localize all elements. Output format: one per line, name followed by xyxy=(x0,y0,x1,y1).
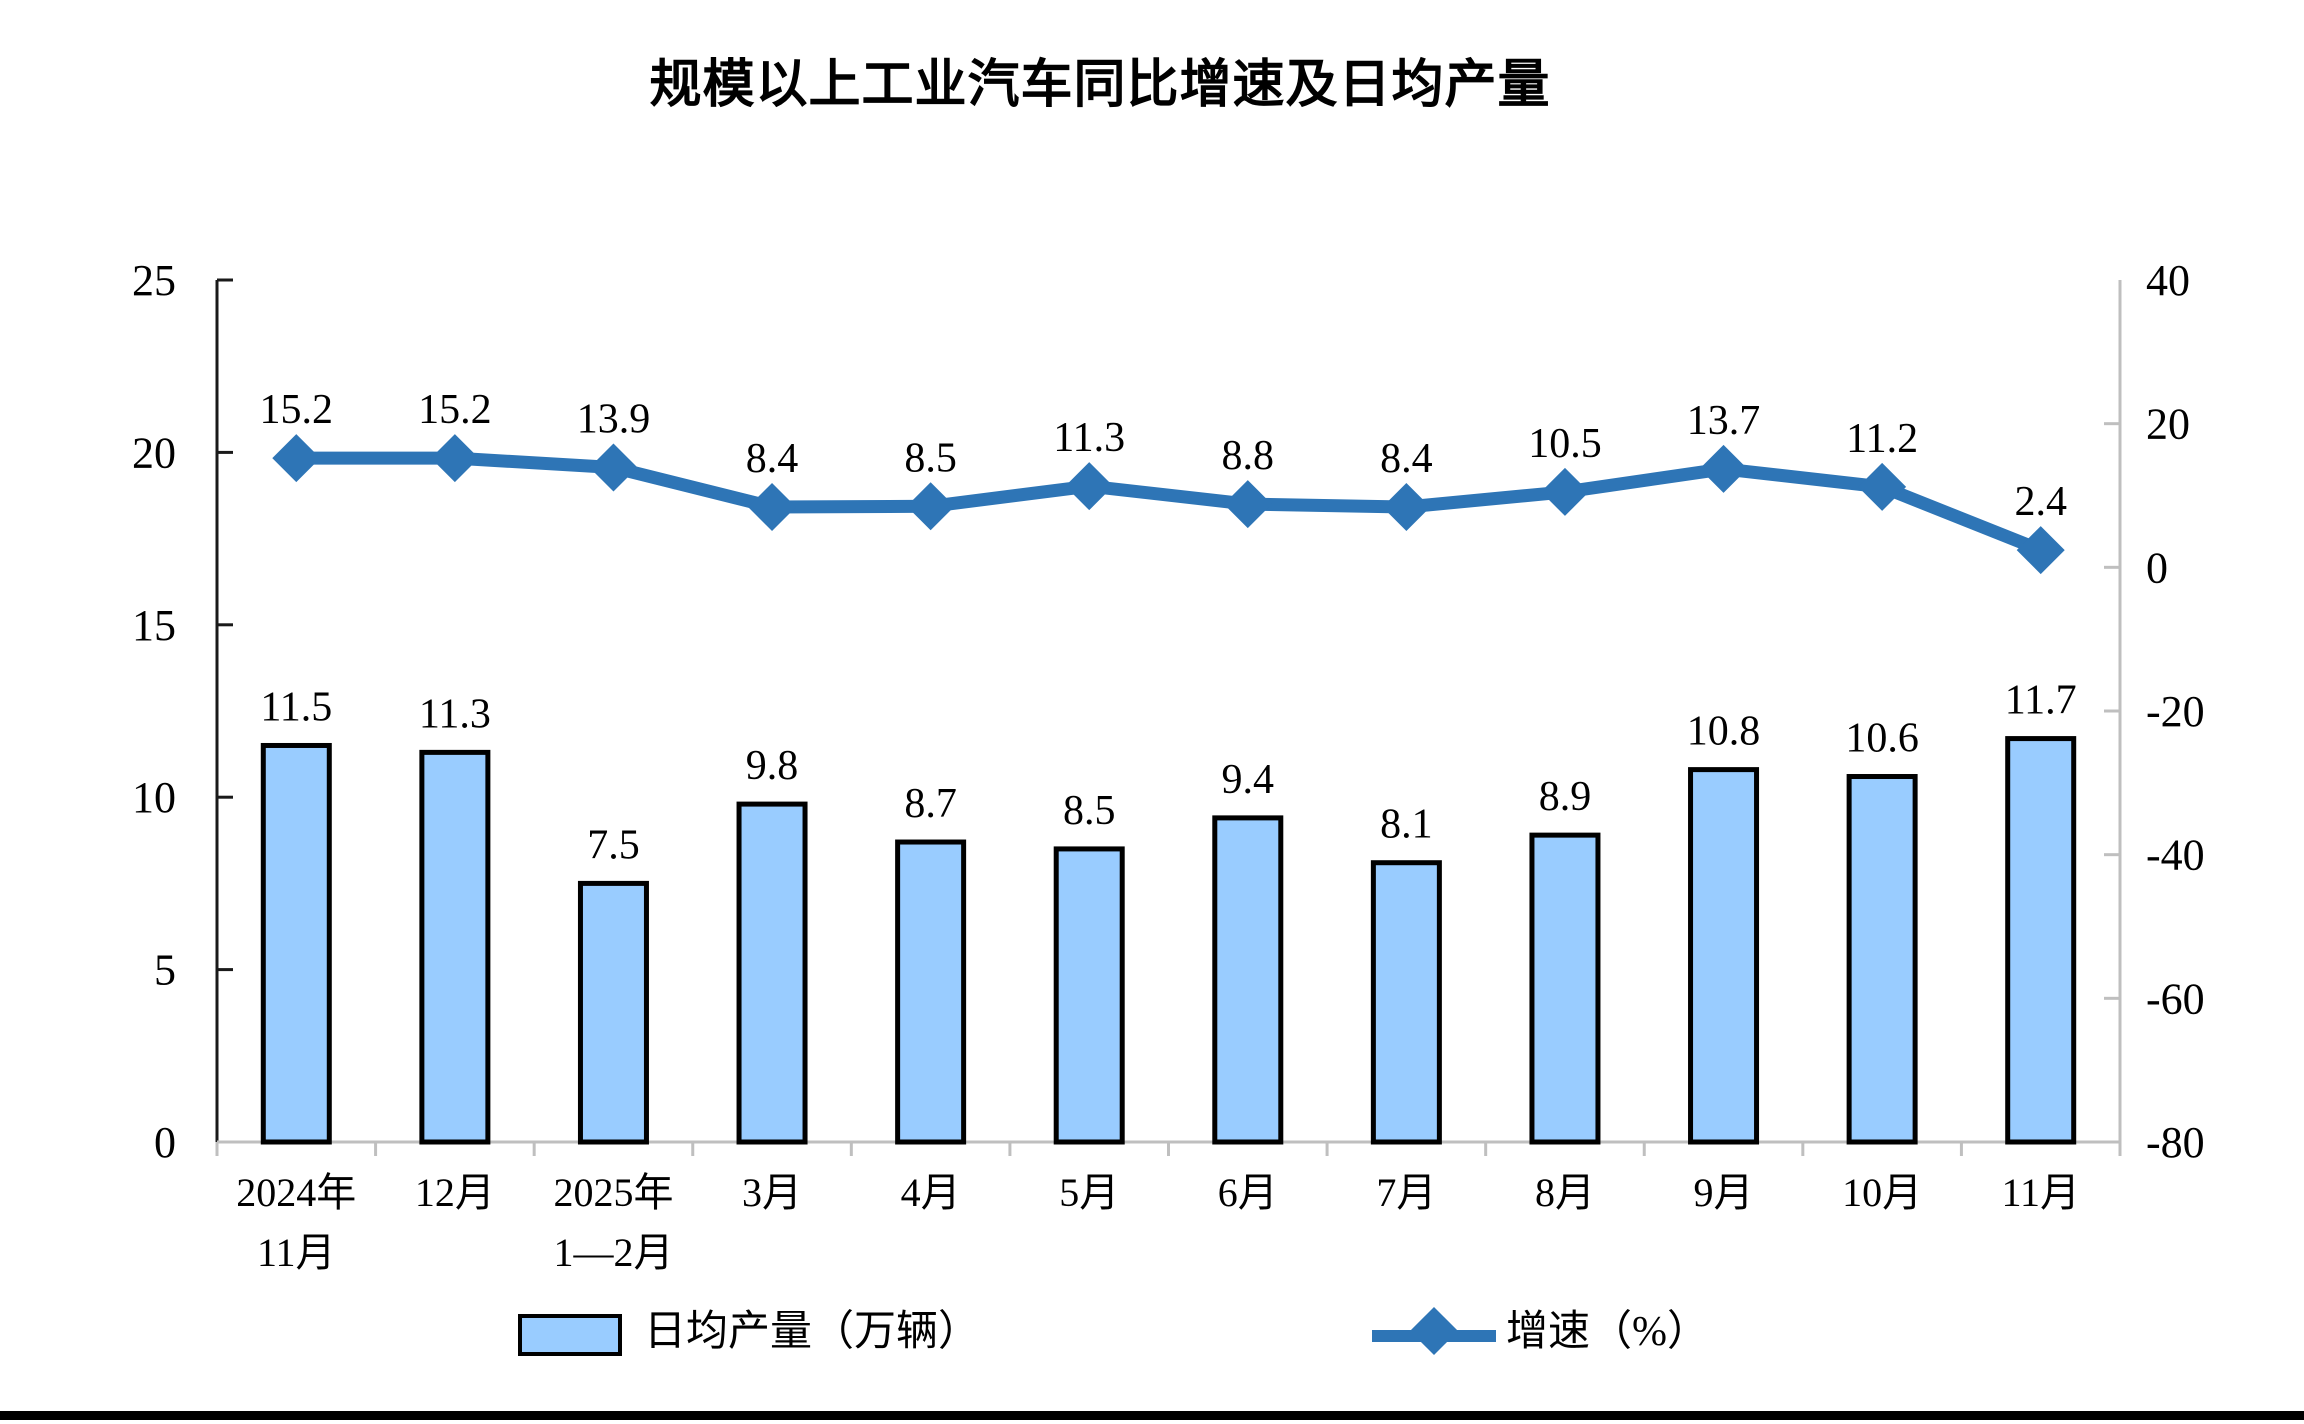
bar-value-label: 9.8 xyxy=(746,743,799,789)
growth-marker-diamond-icon xyxy=(1858,462,1907,511)
growth-marker-diamond-icon xyxy=(1699,444,1748,493)
bar-legend-label: 日均产量（万辆） xyxy=(644,1309,981,1355)
bar xyxy=(419,749,491,1145)
bar-value-label: 7.5 xyxy=(587,822,640,868)
bar xyxy=(1053,846,1125,1145)
growth-marker-diamond-icon xyxy=(430,434,479,483)
y-axis-left-tick-label: 20 xyxy=(132,428,176,477)
y-axis-left-tick-label: 15 xyxy=(132,601,176,650)
growth-marker-diamond-icon xyxy=(2016,526,2065,575)
growth-marker-diamond-icon xyxy=(589,443,638,492)
bar-value-label: 11.5 xyxy=(260,684,332,730)
y-axis-left-tick-label: 5 xyxy=(154,946,176,995)
x-axis-category-label: 2025年 xyxy=(553,1170,673,1215)
bar-value-label: 10.8 xyxy=(1687,709,1761,755)
x-axis-category-label: 12月 xyxy=(415,1170,495,1215)
x-axis-category-label: 11月 xyxy=(2001,1170,2080,1215)
y-axis-right-tick-label: 0 xyxy=(2146,543,2168,592)
x-axis-category-label: 1—2月 xyxy=(553,1230,673,1275)
bar xyxy=(1370,860,1442,1145)
growth-value-label: 11.3 xyxy=(1053,415,1125,461)
growth-value-label: 10.5 xyxy=(1528,421,1602,467)
x-axis-category-label: 4月 xyxy=(901,1170,961,1215)
line-legend-label: 增速（%） xyxy=(1506,1309,1709,1355)
growth-marker-diamond-icon xyxy=(1065,462,1114,511)
growth-line xyxy=(289,451,2048,557)
bar-value-label: 11.7 xyxy=(2005,678,2077,724)
growth-marker-diamond-icon xyxy=(272,434,321,483)
x-axis-category-label: 11月 xyxy=(257,1230,336,1275)
growth-marker-diamond-icon xyxy=(1223,480,1272,529)
chart-title: 规模以上工业汽车同比增速及日均产量 xyxy=(649,57,1551,114)
bar xyxy=(1688,767,1760,1145)
y-axis-right-tick-label: 20 xyxy=(2146,400,2190,449)
bar xyxy=(736,801,808,1145)
x-axis-category-label: 7月 xyxy=(1376,1170,1436,1215)
y-axis-right-tick-label: -60 xyxy=(2146,974,2205,1023)
y-axis-left-tick-label: 25 xyxy=(132,256,176,305)
growth-value-label: 13.9 xyxy=(577,396,651,442)
bar-legend-swatch-icon xyxy=(518,1314,622,1356)
y-axis-left-tick-label: 0 xyxy=(154,1118,176,1167)
growth-value-label: 15.2 xyxy=(260,387,334,433)
growth-marker-diamond-icon xyxy=(1382,482,1431,531)
y-axis-left-tick-label: 10 xyxy=(132,773,176,822)
x-axis-category-label: 6月 xyxy=(1218,1170,1278,1215)
growth-value-label: 8.5 xyxy=(904,435,957,481)
bottom-divider xyxy=(0,1411,2304,1420)
y-axis-right-tick-label: -20 xyxy=(2146,687,2205,736)
bar xyxy=(577,880,649,1145)
growth-value-label: 11.2 xyxy=(1846,416,1918,462)
y-axis-right-tick-label: -80 xyxy=(2146,1118,2205,1167)
growth-marker-diamond-icon xyxy=(906,482,955,531)
bar xyxy=(2005,736,2077,1145)
growth-value-label: 13.7 xyxy=(1687,398,1761,444)
growth-value-label: 2.4 xyxy=(2014,479,2067,525)
y-axis-right-tick-label: -40 xyxy=(2146,831,2205,880)
growth-marker-diamond-icon xyxy=(748,482,797,531)
growth-marker-diamond-icon xyxy=(1540,467,1589,516)
x-axis-category-label: 8月 xyxy=(1535,1170,1595,1215)
bar xyxy=(260,742,332,1145)
growth-value-label: 8.8 xyxy=(1222,433,1275,479)
x-axis-category-label: 3月 xyxy=(742,1170,802,1215)
growth-value-label: 8.4 xyxy=(1380,436,1433,482)
growth-value-label: 8.4 xyxy=(746,436,799,482)
x-axis-category-label: 10月 xyxy=(1842,1170,1922,1215)
x-axis-category-label: 5月 xyxy=(1059,1170,1119,1215)
bar-value-label: 8.7 xyxy=(904,781,957,827)
bar-value-label: 8.5 xyxy=(1063,788,1116,834)
growth-value-label: 15.2 xyxy=(418,387,492,433)
bar-value-label: 11.3 xyxy=(419,691,491,737)
bar xyxy=(895,839,967,1145)
bar xyxy=(1212,815,1284,1145)
bar-value-label: 8.1 xyxy=(1380,802,1433,848)
x-axis-category-label: 2024年 xyxy=(236,1170,356,1215)
y-axis-right-tick-label: 40 xyxy=(2146,256,2190,305)
bar xyxy=(1846,774,1918,1145)
bar-value-label: 8.9 xyxy=(1539,774,1592,820)
bar-value-label: 10.6 xyxy=(1845,716,1919,762)
bar xyxy=(1529,832,1601,1145)
x-axis-category-label: 9月 xyxy=(1694,1170,1754,1215)
bar-value-label: 9.4 xyxy=(1222,757,1275,803)
